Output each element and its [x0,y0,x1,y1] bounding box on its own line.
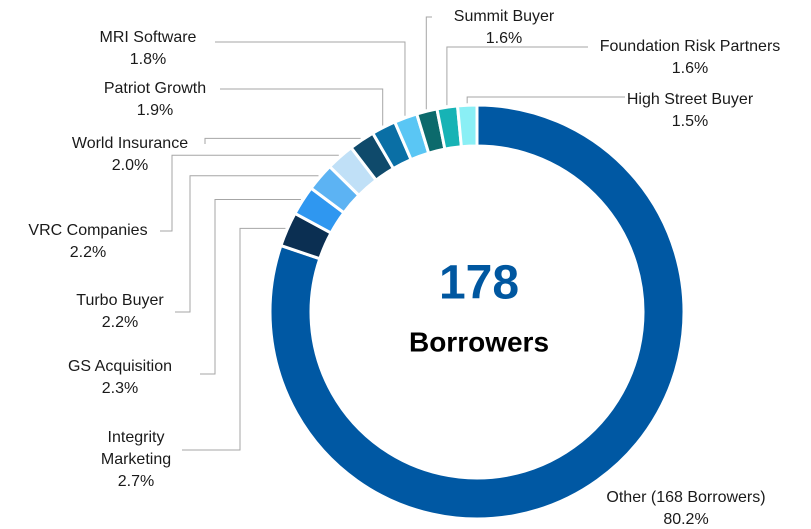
slice-name: GS Acquisition [67,358,173,375]
slice-label: Integrity Marketing 2.7% [86,427,186,493]
slice-label: Other (168 Borrowers) 80.2% [576,487,796,529]
slice-percent: 80.2% [663,511,709,528]
slice-label: GS Acquisition 2.3% [45,356,195,400]
slice-label: Patriot Growth 1.9% [80,78,230,122]
slice-percent: 2.7% [117,473,155,490]
leader-line [425,16,432,110]
slice-percent: 1.6% [485,30,523,47]
leader-line [446,46,588,106]
leader-line [215,41,406,116]
slice-label: MRI Software 1.8% [73,27,223,71]
leader-line [466,96,625,104]
slice-percent: 2.3% [101,380,139,397]
leader-line [182,227,286,451]
slice-label: High Street Buyer 1.5% [610,89,770,133]
slice-percent: 2.2% [101,314,139,331]
donut-slice [268,103,686,521]
slice-name: VRC Companies [28,222,148,239]
slice-percent: 1.8% [129,51,167,68]
slice-percent: 1.6% [671,60,709,77]
leader-line [204,137,361,144]
slice-name: MRI Software [99,29,197,46]
leader-line [175,175,319,313]
slice-label: VRC Companies 2.2% [13,220,163,264]
slice-label: Turbo Buyer 2.2% [45,290,195,334]
slice-name: World Insurance [71,135,189,152]
slice-name: Turbo Buyer [76,292,164,309]
leader-line [160,154,339,232]
slice-percent: 1.5% [671,113,709,130]
slice-percent: 2.0% [111,157,149,174]
slice-name: Patriot Growth [103,80,207,97]
slice-label: World Insurance 2.0% [50,133,210,177]
slice-percent: 2.2% [69,244,107,261]
slice-label: Summit Buyer 1.6% [429,6,579,50]
slice-name: High Street Buyer [626,91,754,108]
leader-line [220,88,384,126]
donut-slice [455,103,479,149]
slice-name: Foundation Risk Partners [599,38,781,55]
slice-label: Foundation Risk Partners 1.6% [580,36,800,80]
leader-line [200,198,301,375]
slice-percent: 1.9% [136,102,174,119]
center-number: 178 [439,257,519,310]
center-label: Borrowers [409,326,549,357]
slice-name: Summit Buyer [453,8,555,25]
slice-name: Integrity Marketing [100,429,172,468]
slice-name: Other (168 Borrowers) [606,489,766,506]
